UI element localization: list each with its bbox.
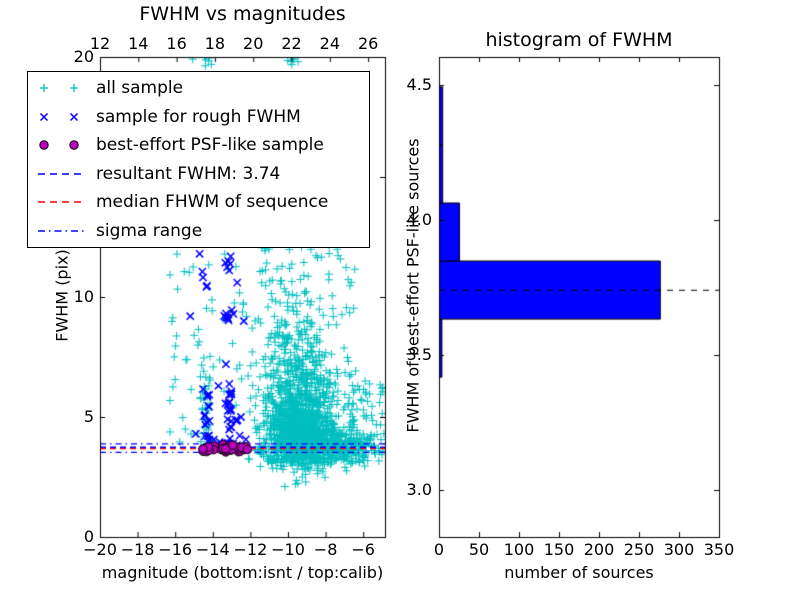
dashed-line-icon [38,201,84,204]
x-tick-label: 200 [583,540,615,559]
left-plot-title: FWHM vs magnitudes [139,3,346,25]
legend-marker [34,167,92,181]
x-top-tick-label: 24 [319,34,341,53]
x-tick-label: 250 [623,540,655,559]
legend-marker [34,138,92,152]
legend-entry-label: sigma range [96,220,203,241]
legend-entry: all sample [28,74,369,102]
x-tick-label: −12 [233,540,268,559]
right-plot-title: histogram of FWHM [485,29,673,51]
x-tick-label: 300 [663,540,695,559]
x-tick-label: −20 [83,540,117,559]
x-marker-icon [39,112,79,121]
legend-entry-label: resultant FWHM: 3.74 [96,163,281,184]
plus-marker-icon [40,84,78,93]
right-plot-ylabel: FWHM of best-effort PSF-like sources [403,138,423,433]
x-tick-label: −10 [271,540,305,559]
y-tick-label: 10 [73,287,94,306]
legend-entry-label: all sample [96,78,184,99]
dashed-line-icon [38,172,84,175]
legend-entry: best-effort PSF-like sample [28,131,369,159]
y-tick-label: 20 [73,47,94,66]
x-tick-label: 150 [543,540,575,559]
y-tick-label: 3.5 [406,345,432,365]
legend-marker [34,81,92,95]
legend-marker [34,224,92,238]
legend-entry: resultant FWHM: 3.74 [28,160,369,188]
x-tick-label: −14 [195,540,230,559]
legend: all sample sample for rough FWHM best-effo… [27,71,370,248]
left-plot-xlabel: magnitude (bottom:isnt / top:calib) [101,563,384,582]
legend-entry: sigma range [28,217,369,245]
x-top-tick-label: 14 [128,34,149,53]
x-top-tick-label: 18 [204,34,226,53]
circle-marker-icon [39,140,79,150]
legend-marker [34,110,92,124]
x-top-tick-label: 20 [243,34,264,53]
legend-entry: sample for rough FWHM [28,103,369,131]
y-tick-label: 4.0 [406,210,432,230]
y-tick-label: 5 [83,407,94,426]
legend-entry-label: sample for rough FWHM [96,106,301,127]
y-tick-label: 0 [83,527,94,546]
legend-entry-label: median FHWM of sequence [96,192,329,213]
x-tick-label: 0 [433,540,445,559]
legend-entry-label: best-effort PSF-like sample [96,135,324,156]
x-tick-label: −18 [120,540,155,559]
x-tick-label: −16 [158,540,193,559]
x-tick-label: −8 [313,540,338,559]
right-plot-xlabel: number of sources [504,563,654,582]
legend-entry: median FHWM of sequence [28,188,369,216]
x-top-tick-label: 26 [357,34,379,53]
x-tick-label: 350 [703,540,735,559]
y-tick-label: 3.0 [406,480,432,500]
x-tick-label: 50 [468,540,490,559]
dashdot-line-icon [38,229,84,232]
y-tick-label: 4.5 [406,75,432,95]
legend-marker [34,195,92,209]
x-top-tick-label: 16 [166,34,187,53]
x-top-tick-label: 22 [281,34,302,53]
x-top-tick-label: 12 [89,34,111,53]
x-tick-label: −6 [351,540,375,559]
x-tick-label: 100 [503,540,535,559]
